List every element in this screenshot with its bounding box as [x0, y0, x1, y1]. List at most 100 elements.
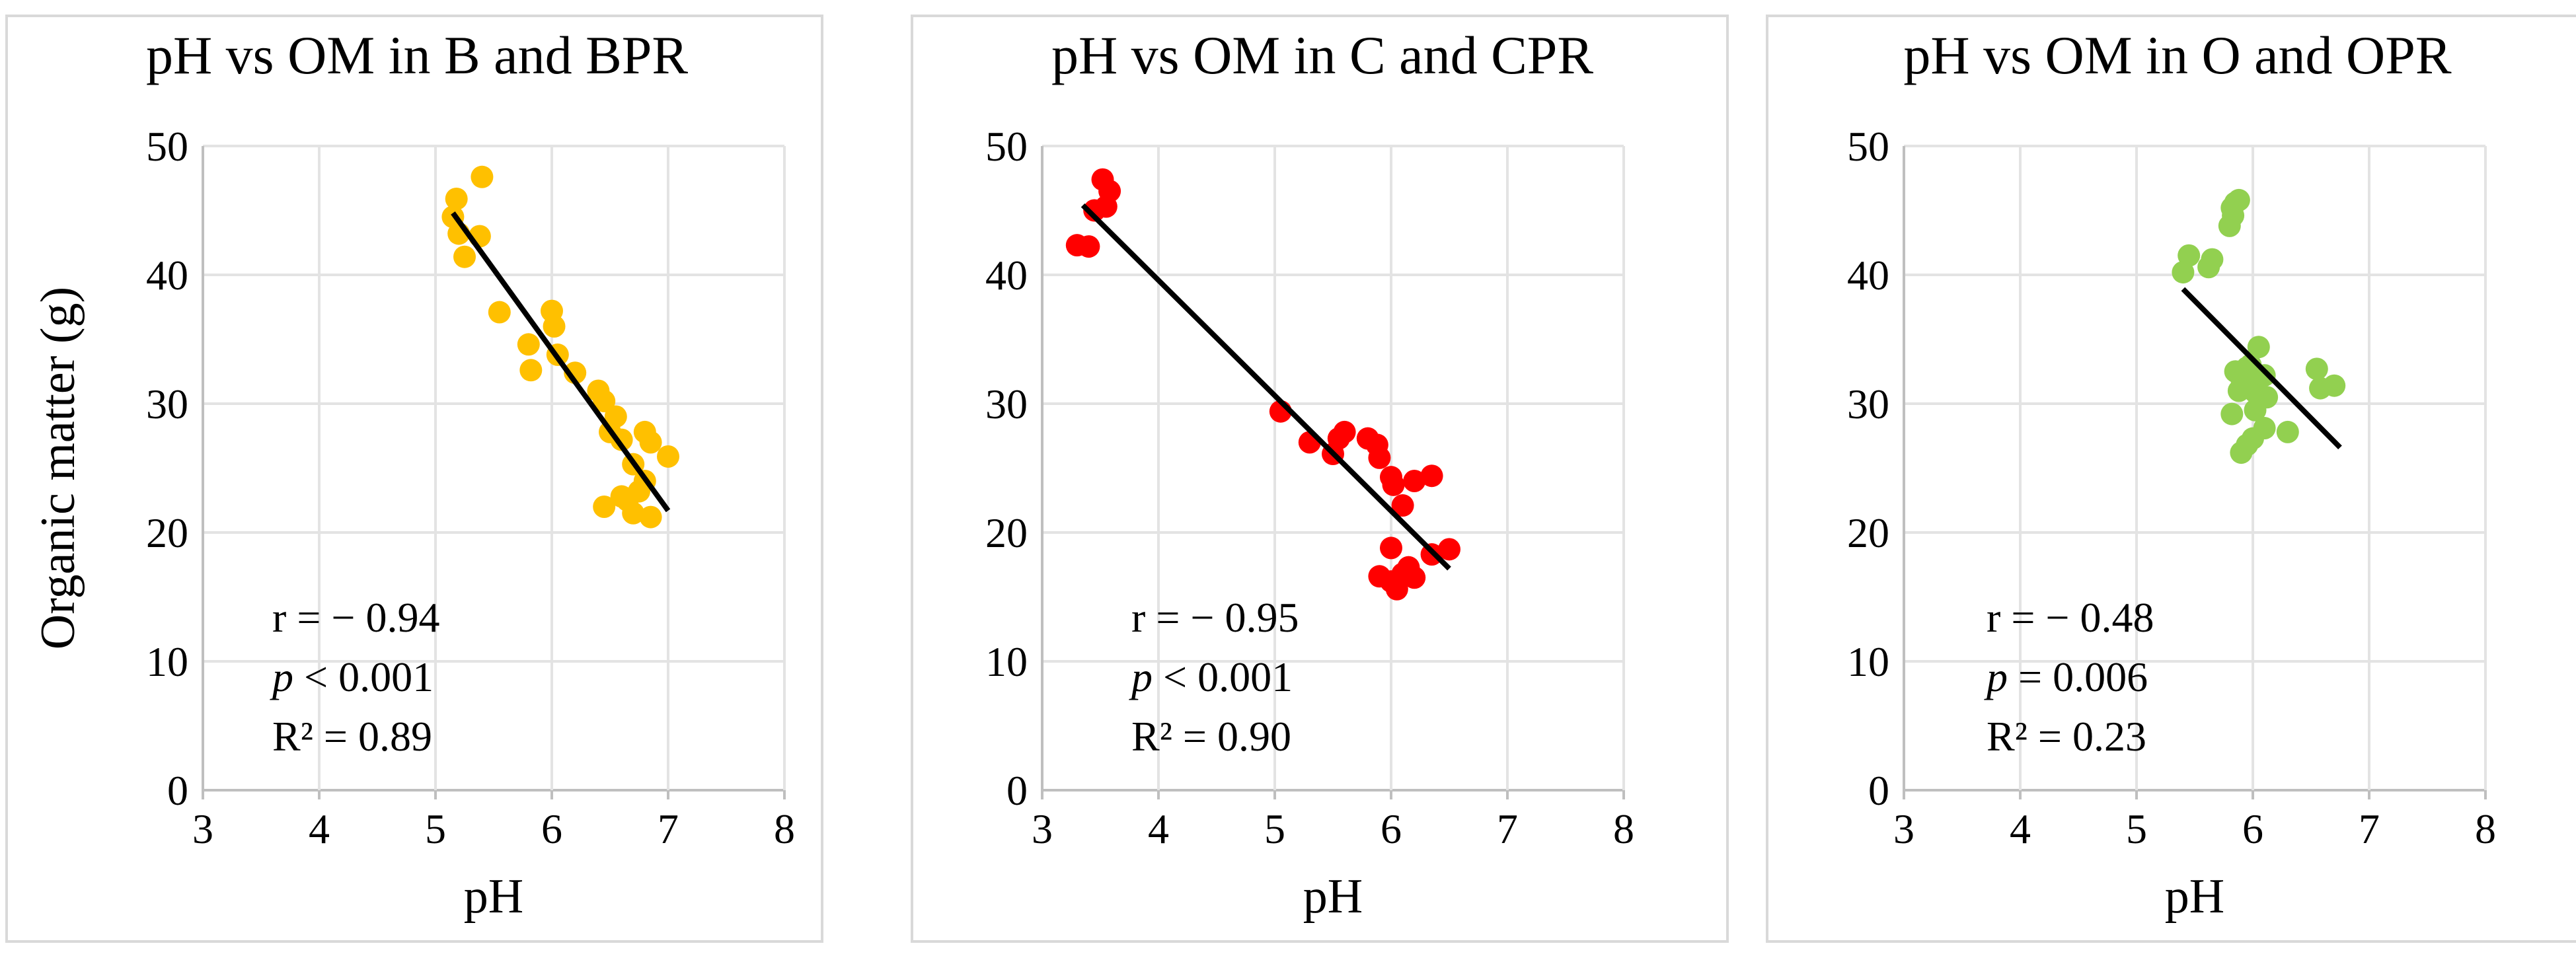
data-point-c — [1098, 180, 1121, 203]
data-point-b — [488, 301, 511, 324]
trendline-o — [2181, 287, 2342, 450]
x-tick-label: 8 — [774, 805, 795, 852]
chart-panel-c: pH vs OM in C and CPR 0 10 20 30 40 50 3 4 5 6 7 8 pH… — [911, 15, 1729, 943]
y-axis-label: Organic matter (g) — [31, 287, 85, 649]
chart-panel-o: pH vs OM in O and OPR 0 10 20 30 40 50 3 4 5 6 7 8 pH… — [1766, 15, 2576, 943]
y-tick-label: 20 — [1847, 509, 1889, 556]
data-point-c — [1333, 420, 1356, 443]
y-tick-label: 0 — [1868, 767, 1889, 814]
stat-r2: R² = 0.90 — [1131, 713, 1291, 760]
data-point-c — [1403, 566, 1426, 589]
data-point-c — [1403, 470, 1426, 492]
stat-r: r = − 0.94 — [272, 594, 440, 641]
x-tick-label: 5 — [425, 805, 446, 852]
y-tick-label: 30 — [985, 381, 1028, 427]
data-point-o — [2201, 248, 2224, 271]
stat-p-value: < 0.001 — [1153, 653, 1293, 700]
y-tick-label: 10 — [985, 638, 1028, 685]
data-point-o — [2253, 417, 2276, 440]
data-point-o — [2178, 244, 2201, 267]
y-tick-label: 0 — [1006, 767, 1028, 814]
y-tick-label: 30 — [146, 381, 188, 427]
stat-p: p < 0.001 — [1129, 653, 1293, 700]
trendline-c — [1080, 203, 1451, 571]
stat-p-symbol: p — [1984, 653, 2008, 700]
x-tick-label: 7 — [2359, 805, 2380, 852]
chart-title: pH vs OM in C and CPR — [1051, 25, 1593, 85]
data-point-o — [2247, 336, 2270, 359]
data-point-b — [593, 390, 616, 413]
stat-r: r = − 0.48 — [1987, 594, 2154, 641]
chart-c-svg: pH vs OM in C and CPR 0 10 20 30 40 50 3 4 5 6 7 8 pH… — [985, 25, 1634, 924]
stat-p-value: < 0.001 — [293, 653, 434, 700]
trendline-b — [451, 211, 671, 513]
y-tick-label: 40 — [146, 252, 188, 299]
stat-p-symbol: p — [270, 653, 293, 700]
x-tick-label: 4 — [309, 805, 330, 852]
y-tick-label: 10 — [1847, 638, 1889, 685]
x-tick-label: 6 — [541, 805, 562, 852]
y-tick-label: 50 — [146, 123, 188, 170]
x-tick-label: 5 — [1264, 805, 1285, 852]
stat-p: p = 0.006 — [1984, 653, 2148, 700]
x-tick-label: 3 — [1893, 805, 1914, 852]
data-point-b — [519, 359, 543, 382]
y-tick-label: 50 — [1847, 123, 1889, 170]
x-tick-label: 7 — [658, 805, 679, 852]
x-tick-label: 7 — [1497, 805, 1518, 852]
data-point-c — [1438, 538, 1460, 561]
data-point-b — [517, 333, 540, 356]
data-point-o — [2305, 357, 2328, 381]
x-axis-label: pH — [1303, 869, 1363, 924]
data-point-b — [639, 431, 662, 454]
chart-panel-b: pH vs OM in B and BPR 0 10 20 30 40 50 3 4 5 6 7 8 pH… — [5, 15, 823, 943]
y-tick-label: 40 — [985, 252, 1028, 299]
y-tick-label: 20 — [985, 509, 1028, 556]
chart-b-svg: pH vs OM in B and BPR 0 10 20 30 40 50 3 4 5 6 7 8 pH… — [31, 25, 795, 924]
stat-r: r = − 0.95 — [1131, 594, 1299, 641]
x-tick-label: 4 — [1148, 805, 1169, 852]
data-point-c — [1380, 536, 1402, 560]
y-tick-label: 0 — [167, 767, 188, 814]
chart-o-svg: pH vs OM in O and OPR 0 10 20 30 40 50 3 4 5 6 7 8 pH… — [1847, 25, 2496, 924]
data-point-c — [1368, 446, 1391, 469]
data-point-o — [2276, 420, 2299, 443]
x-tick-label: 3 — [192, 805, 213, 852]
x-tick-label: 5 — [2126, 805, 2147, 852]
data-point-c — [1077, 235, 1100, 258]
x-axis-label: pH — [464, 869, 523, 924]
stat-p-symbol: p — [1129, 653, 1153, 700]
x-tick-label: 6 — [2242, 805, 2263, 852]
data-point-o — [2323, 374, 2346, 397]
data-point-o — [2220, 402, 2244, 425]
data-point-b — [471, 165, 494, 188]
y-tick-label: 10 — [146, 638, 188, 685]
x-tick-label: 6 — [1381, 805, 1402, 852]
data-point-o — [2253, 364, 2276, 387]
data-point-o — [2244, 398, 2267, 422]
data-point-c — [1391, 494, 1414, 517]
y-tick-label: 30 — [1847, 381, 1889, 427]
x-tick-label: 8 — [1613, 805, 1634, 852]
stat-r2: R² = 0.89 — [272, 713, 432, 760]
data-point-c — [1420, 464, 1443, 488]
data-point-b — [622, 501, 645, 525]
data-point-o — [2222, 204, 2245, 227]
x-tick-label: 3 — [1032, 805, 1053, 852]
data-point-b — [657, 445, 679, 468]
data-point-b — [639, 505, 662, 529]
x-tick-label: 8 — [2475, 805, 2496, 852]
data-point-c — [1382, 473, 1405, 496]
stat-p-value: = 0.006 — [2008, 653, 2148, 700]
y-tick-label: 40 — [1847, 252, 1889, 299]
x-axis-label: pH — [2165, 869, 2224, 924]
data-point-b — [445, 187, 468, 210]
chart-title: pH vs OM in O and OPR — [1903, 25, 2451, 85]
chart-title: pH vs OM in B and BPR — [146, 25, 688, 85]
data-point-b — [453, 245, 476, 268]
stat-r2: R² = 0.23 — [1987, 713, 2146, 760]
x-tick-label: 4 — [2010, 805, 2031, 852]
y-tick-label: 20 — [146, 509, 188, 556]
y-tick-label: 50 — [985, 123, 1028, 170]
data-point-b — [593, 496, 616, 518]
